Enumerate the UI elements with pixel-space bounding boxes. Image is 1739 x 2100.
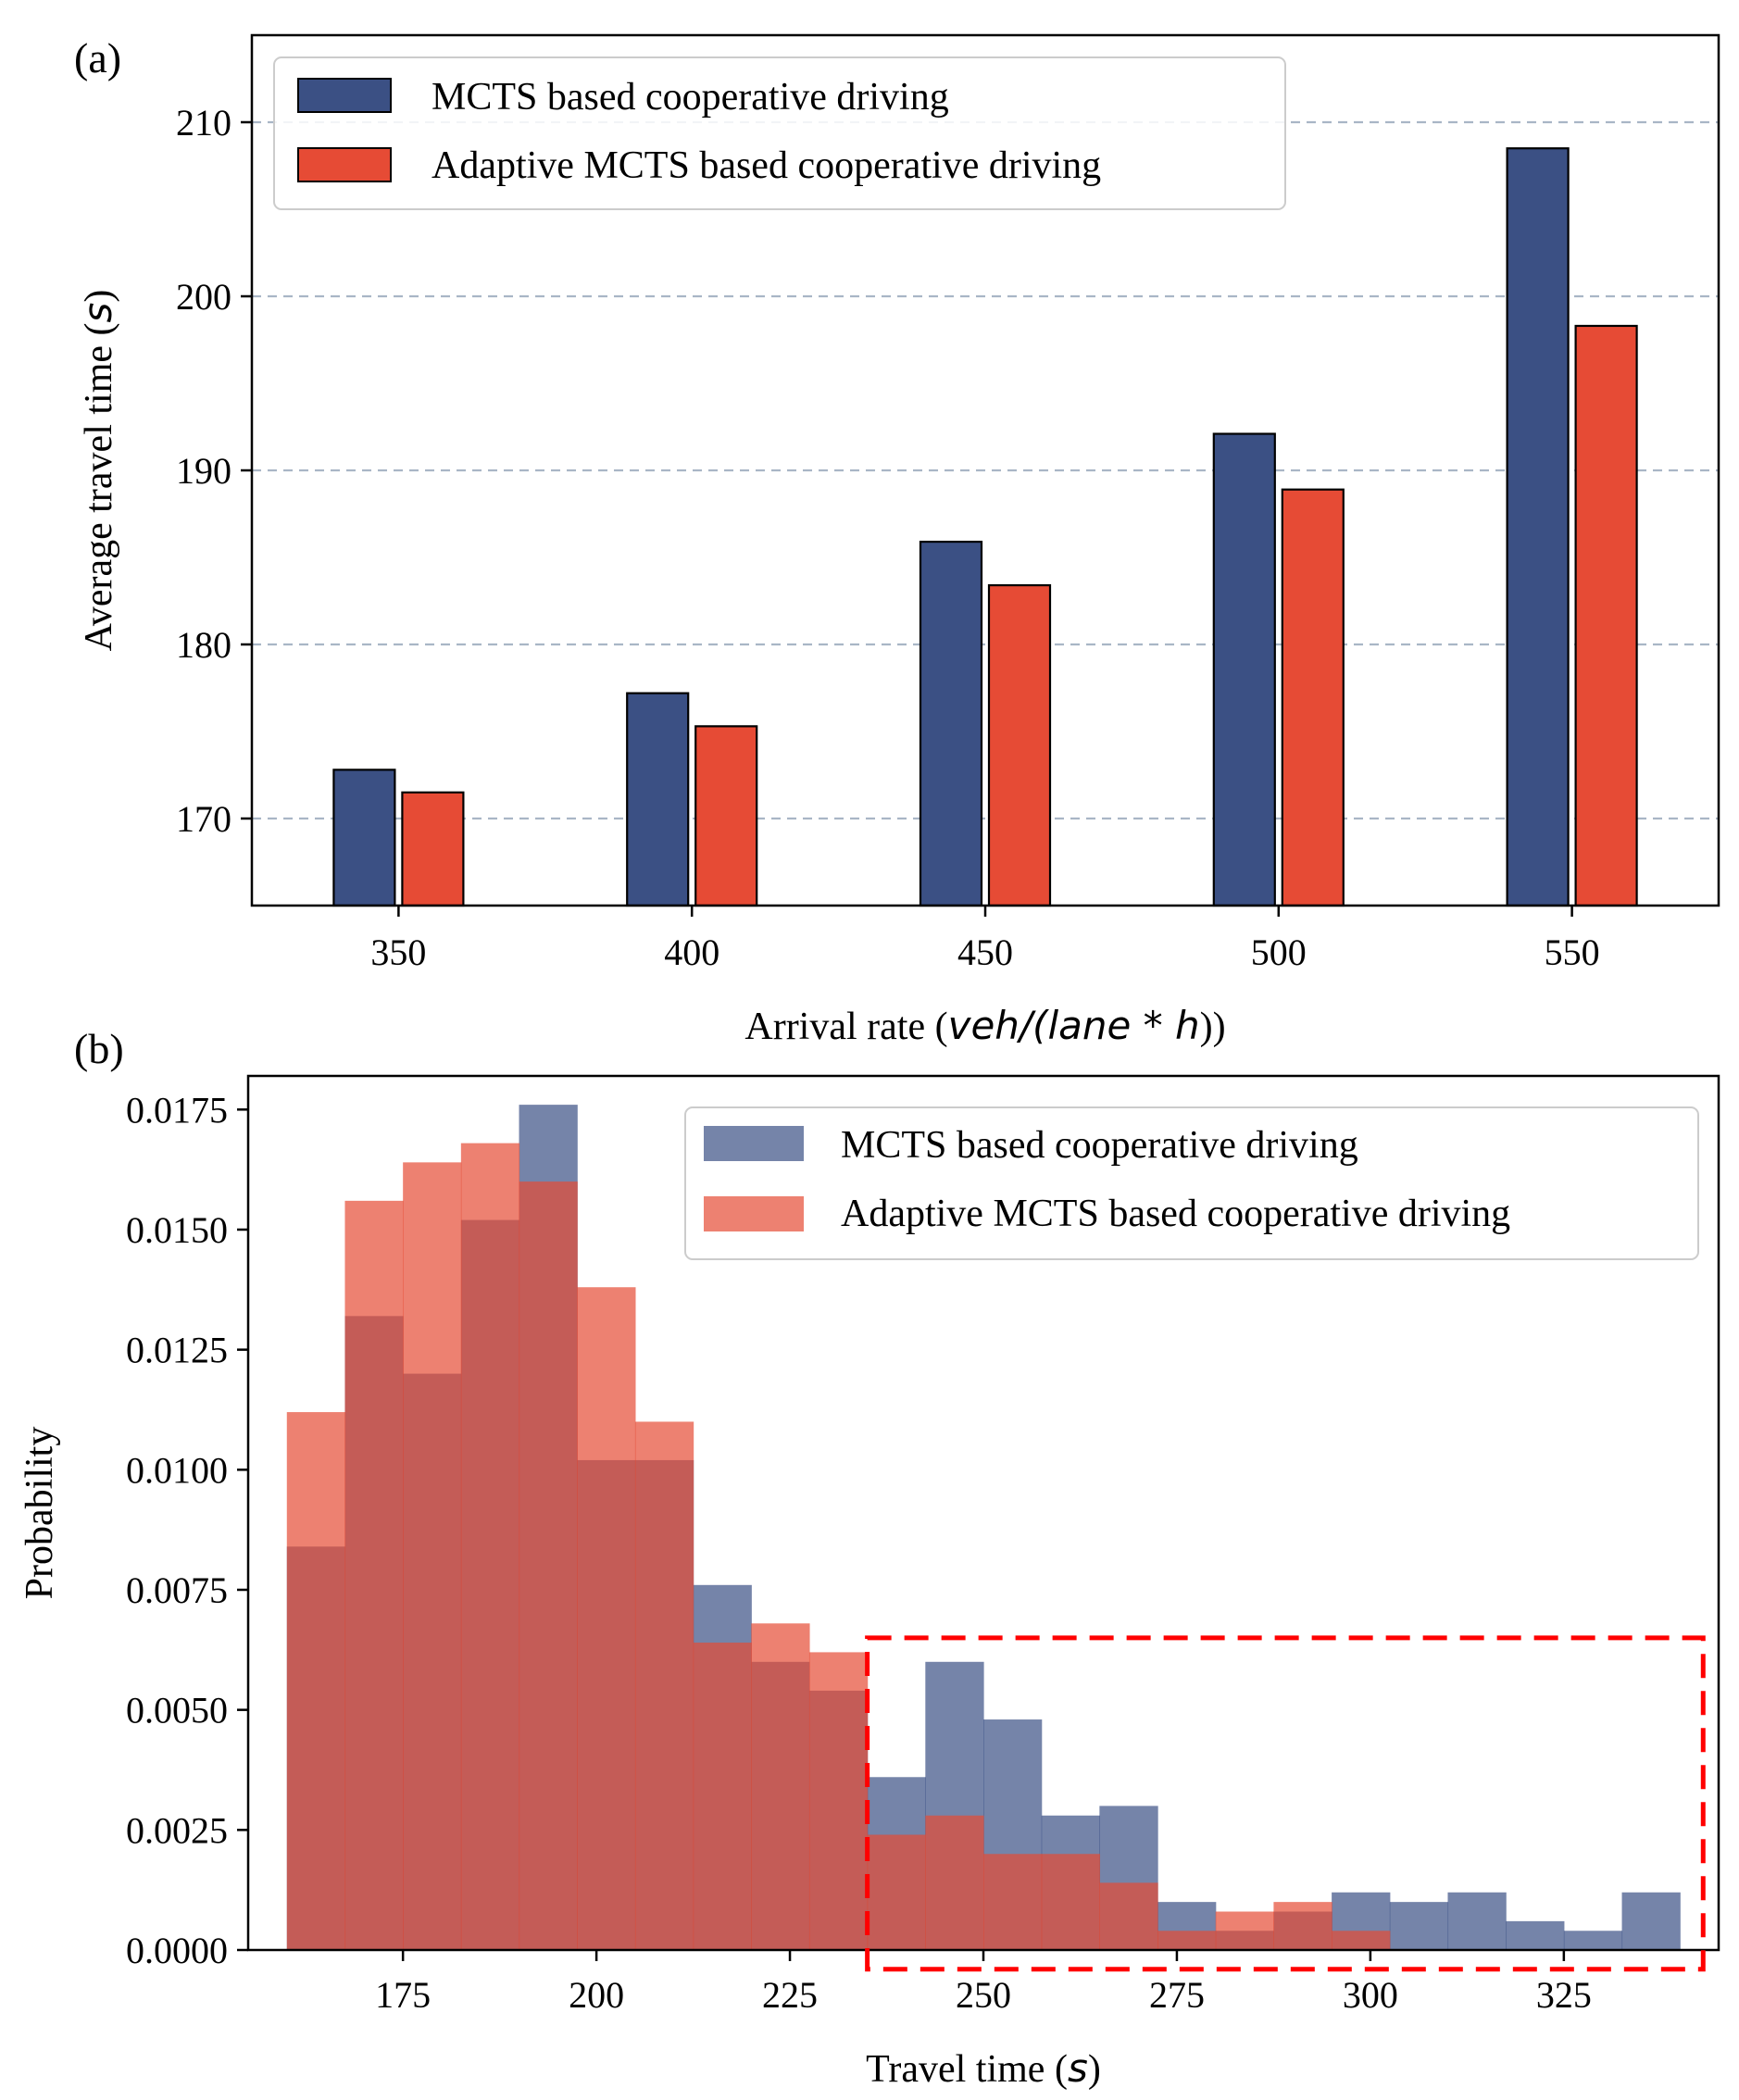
b-x-tick-label: 225 bbox=[762, 1974, 818, 2016]
b-hist-bar-mcts-22 bbox=[1563, 1931, 1623, 1950]
b-hist-bar-adaptive-8 bbox=[751, 1623, 810, 1950]
b-hist-bar-mcts-20 bbox=[1447, 1892, 1507, 1950]
b-legend-label-adaptive: Adaptive MCTS based cooperative driving bbox=[841, 1193, 1510, 1235]
b-hist-bar-adaptive-15 bbox=[1157, 1931, 1217, 1950]
a-bar-mcts-500 bbox=[1212, 432, 1276, 907]
chart-a: (a) 170 180 190 200 210 350 400 450 500 550 Arri… bbox=[74, 33, 1720, 1048]
a-x-ticks: 350 400 450 500 550 bbox=[370, 906, 1600, 973]
b-hist-bar-adaptive-1 bbox=[344, 1200, 404, 1950]
b-hist-bar-adaptive-9 bbox=[808, 1652, 869, 1950]
a-legend: MCTS based cooperative driving Adaptive … bbox=[273, 56, 1286, 210]
a-legend-swatch-adaptive bbox=[297, 147, 392, 182]
b-hist-bar-adaptive-2 bbox=[403, 1162, 462, 1950]
b-hist-bar-adaptive-14 bbox=[1099, 1882, 1158, 1950]
b-hist-bar-mcts-19 bbox=[1389, 1902, 1449, 1950]
a-bars bbox=[332, 147, 1638, 907]
b-x-axis-label: Travel time (s) bbox=[866, 2045, 1101, 2091]
b-x-tick-label: 300 bbox=[1343, 1974, 1398, 2016]
b-hist-bar-adaptive-4 bbox=[519, 1181, 578, 1950]
b-hist-bar-adaptive-16 bbox=[1215, 1911, 1275, 1950]
a-y-tick-label: 180 bbox=[176, 624, 231, 666]
b-hist-bar-adaptive-18 bbox=[1332, 1931, 1391, 1950]
a-bar-adaptive-400 bbox=[694, 725, 758, 907]
chart-b: (b) 0.0000 0.0025 0.0050 0.0075 0.0100 0.0125… bbox=[19, 1025, 1720, 2091]
panel-label-b: (b) bbox=[74, 1025, 124, 1072]
b-hist-bar-adaptive-11 bbox=[925, 1815, 984, 1950]
b-y-tick-label: 0.0100 bbox=[126, 1449, 228, 1491]
b-legend: MCTS based cooperative driving Adaptive … bbox=[684, 1106, 1699, 1260]
a-bar-mcts-350 bbox=[332, 769, 396, 907]
a-x-tick-label: 500 bbox=[1251, 931, 1307, 973]
a-y-tick-label: 200 bbox=[176, 276, 231, 318]
b-legend-box bbox=[684, 1106, 1699, 1260]
b-y-tick-label: 0.0125 bbox=[126, 1330, 228, 1371]
a-bar-mcts-550 bbox=[1506, 147, 1570, 907]
a-legend-swatch-mcts bbox=[297, 78, 392, 113]
a-bar-mcts-450 bbox=[919, 540, 983, 907]
b-x-tick-label: 325 bbox=[1536, 1974, 1592, 2016]
a-x-tick-label: 550 bbox=[1545, 931, 1600, 973]
b-x-ticks: 175 200 225 250 275 300 325 bbox=[375, 1950, 1592, 2016]
a-y-tick-label: 170 bbox=[176, 798, 231, 840]
b-x-tick-label: 250 bbox=[956, 1974, 1011, 2016]
b-hist-bar-adaptive-10 bbox=[867, 1834, 926, 1950]
b-hist-bar-adaptive-12 bbox=[983, 1854, 1043, 1950]
b-highlight-box bbox=[865, 1635, 1706, 1972]
a-x-tick-label: 350 bbox=[370, 931, 426, 973]
b-x-tick-label: 175 bbox=[375, 1974, 431, 2016]
b-hist-bar-adaptive-17 bbox=[1273, 1902, 1332, 1950]
b-hist-bar-adaptive-13 bbox=[1041, 1854, 1100, 1950]
b-hist-bar-adaptive-5 bbox=[577, 1287, 636, 1950]
b-x-tick-label: 200 bbox=[569, 1974, 624, 2016]
panel-label-a: (a) bbox=[74, 34, 121, 81]
b-y-tick-label: 0.0175 bbox=[126, 1089, 228, 1131]
a-bar-mcts-400 bbox=[626, 692, 690, 907]
a-bar-adaptive-550 bbox=[1574, 324, 1638, 907]
b-hist-bar-adaptive-0 bbox=[286, 1412, 346, 1950]
b-histogram-bars bbox=[286, 1105, 1681, 1950]
a-y-tick-label: 190 bbox=[176, 450, 231, 492]
a-legend-box bbox=[273, 56, 1286, 210]
b-legend-swatch-mcts bbox=[704, 1126, 804, 1161]
a-legend-label-mcts: MCTS based cooperative driving bbox=[432, 76, 949, 119]
a-bar-adaptive-500 bbox=[1281, 488, 1345, 907]
a-y-ticks: 170 180 190 200 210 bbox=[176, 102, 252, 840]
a-legend-label-adaptive: Adaptive MCTS based cooperative driving bbox=[432, 144, 1101, 187]
b-y-tick-label: 0.0150 bbox=[126, 1209, 228, 1251]
b-y-ticks: 0.0000 0.0025 0.0050 0.0075 0.0100 0.0125 0.01… bbox=[126, 1089, 248, 1971]
a-x-tick-label: 450 bbox=[957, 931, 1013, 973]
b-legend-label-mcts: MCTS based cooperative driving bbox=[841, 1124, 1358, 1167]
b-y-tick-label: 0.0025 bbox=[126, 1809, 228, 1851]
b-hist-bar-adaptive-3 bbox=[460, 1143, 520, 1950]
b-hist-bar-adaptive-7 bbox=[693, 1643, 752, 1950]
a-gridlines bbox=[252, 120, 1719, 820]
b-legend-swatch-adaptive bbox=[704, 1196, 804, 1231]
a-bar-adaptive-350 bbox=[401, 791, 465, 907]
a-y-tick-label: 210 bbox=[176, 102, 231, 144]
b-x-tick-label: 275 bbox=[1149, 1974, 1205, 2016]
a-y-axis-label: Average travel time (s) bbox=[75, 290, 120, 652]
b-y-tick-label: 0.0075 bbox=[126, 1569, 228, 1611]
b-y-tick-label: 0.0000 bbox=[126, 1930, 228, 1971]
a-x-axis-label: Arrival rate (veh/(lane * h)) bbox=[744, 1003, 1225, 1048]
b-y-axis-label: Probability bbox=[19, 1427, 61, 1600]
b-hist-bar-adaptive-6 bbox=[634, 1421, 694, 1950]
a-x-tick-label: 400 bbox=[664, 931, 719, 973]
b-hist-bar-mcts-21 bbox=[1506, 1920, 1565, 1950]
b-y-tick-label: 0.0050 bbox=[126, 1690, 228, 1731]
a-bar-adaptive-450 bbox=[987, 583, 1052, 907]
b-hist-bar-mcts-23 bbox=[1621, 1892, 1681, 1950]
